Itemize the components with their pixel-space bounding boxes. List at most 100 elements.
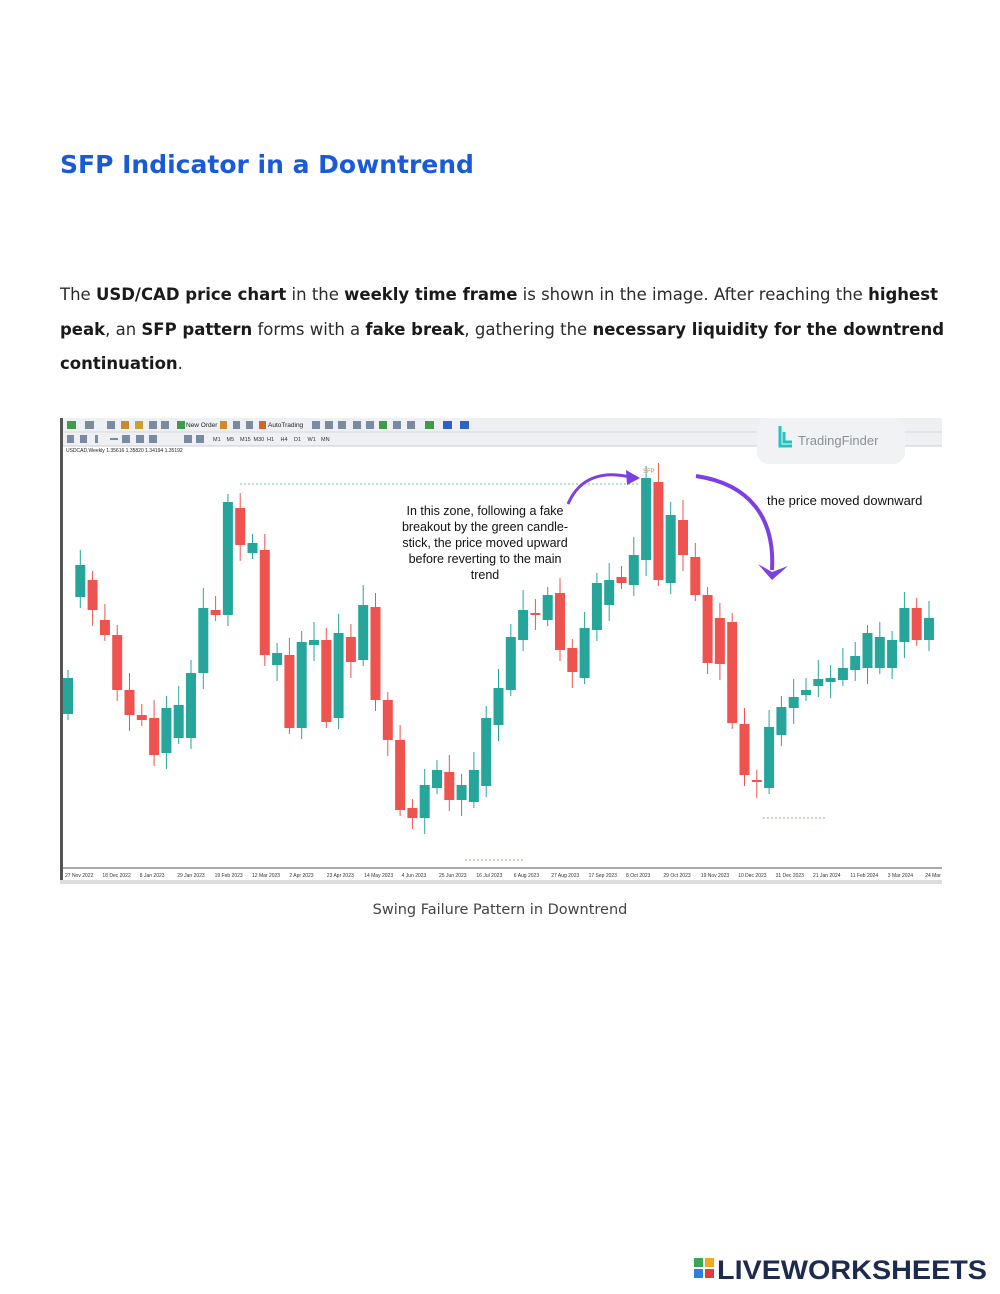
- scrollbar: [60, 880, 942, 884]
- paragraph: The USD/CAD price chart in the weekly ti…: [60, 278, 945, 382]
- candle-body: [358, 605, 369, 660]
- logo-text: LIVEWORKSHEETS: [717, 1255, 987, 1285]
- annotation-line: before reverting to the main: [409, 552, 562, 566]
- date-label: 6 Aug 2023: [514, 873, 540, 879]
- candle-body: [505, 637, 516, 690]
- logo-square: [694, 1258, 703, 1267]
- text-run: The: [60, 285, 96, 304]
- text-run: SFP pattern: [141, 319, 253, 339]
- candle-body: [173, 705, 184, 738]
- candle-body: [776, 707, 787, 735]
- text-run: necessary liquidity for the downtrend co…: [60, 319, 945, 374]
- date-label: 8 Oct 2023: [626, 873, 651, 879]
- candle-body: [345, 637, 356, 662]
- arrowhead: [758, 564, 788, 580]
- date-label: 29 Oct 2023: [663, 873, 690, 879]
- date-label: 25 Jun 2023: [439, 873, 467, 879]
- brand-icon: [778, 426, 792, 448]
- candle-body: [259, 550, 270, 655]
- date-label: 16 Jul 2023: [476, 873, 502, 879]
- candle-body: [124, 690, 135, 715]
- candle-body: [665, 515, 676, 583]
- candle-body: [370, 607, 381, 700]
- candle-body: [653, 482, 664, 580]
- text-run: USD/CAD price chart: [95, 285, 287, 304]
- candle-body: [702, 595, 713, 663]
- candles: [63, 463, 934, 834]
- text-run: in the: [286, 285, 345, 304]
- candle-body: [899, 608, 910, 642]
- candle-body: [321, 640, 332, 722]
- date-label: 21 Jan 2024: [813, 873, 841, 879]
- candle-body: [247, 543, 258, 553]
- date-label: 3 Mar 2024: [888, 873, 914, 879]
- caption: Swing Failure Pattern in Downtrend: [372, 902, 628, 918]
- heading: SFP Indicator in a Downtrend: [60, 150, 474, 179]
- candle-body: [198, 608, 209, 673]
- candle-body: [604, 580, 615, 605]
- timeframe-button: H4: [281, 437, 288, 443]
- candle-body: [825, 678, 836, 682]
- candle-body: [419, 785, 430, 818]
- date-label: 11 Feb 2024: [850, 873, 878, 879]
- candle-body: [727, 622, 738, 723]
- date-label: 10 Dec 2023: [738, 873, 767, 879]
- candle-body: [235, 508, 246, 545]
- candle-body: [309, 640, 319, 645]
- text-run: highest peak: [60, 285, 938, 339]
- date-label: 19 Nov 2023: [701, 873, 730, 879]
- toolbar-label: AutoTrading: [268, 422, 304, 429]
- candle-body: [161, 708, 172, 753]
- candle-body: [296, 642, 307, 728]
- date-label: 19 Feb 2023: [215, 873, 243, 879]
- text-run: , gathering the: [464, 319, 593, 339]
- candle-body: [395, 740, 406, 810]
- sfp-label: SFP: [643, 469, 655, 475]
- date-label: 4 Jun 2023: [402, 873, 427, 879]
- date-label: 27 Aug 2023: [551, 873, 579, 879]
- screenshot-bg: [60, 418, 942, 884]
- candle-body: [591, 583, 602, 630]
- date-label: 24 Mar 2024: [925, 873, 942, 879]
- date-label: 29 Jan 2023: [177, 873, 205, 879]
- candle-body: [911, 608, 922, 640]
- candle-body: [924, 618, 934, 640]
- candle-body: [579, 628, 590, 678]
- candle-body: [567, 648, 578, 672]
- candle-body: [813, 679, 824, 686]
- timeframe-button: W1: [308, 437, 316, 443]
- candle-body: [468, 770, 479, 802]
- annotation-line: stick, the price moved upward: [402, 536, 567, 550]
- candle-body: [518, 610, 529, 640]
- candle-body: [112, 635, 123, 690]
- timeframe-button: M1: [213, 437, 221, 443]
- candle-body: [714, 618, 725, 664]
- arrowhead: [626, 470, 640, 485]
- window-edge: [60, 418, 63, 884]
- date-label: 17 Sep 2023: [589, 873, 618, 879]
- annotation-line: trend: [471, 568, 500, 582]
- logo-square: [705, 1258, 714, 1267]
- annotation-line: breakout by the green candle-: [402, 520, 568, 534]
- brand-name: TradingFinder: [798, 433, 879, 448]
- candle-body: [444, 772, 455, 800]
- logo-square: [694, 1269, 703, 1278]
- candle-body: [887, 640, 898, 668]
- text-run: fake break: [365, 319, 465, 339]
- candle-body: [99, 620, 110, 635]
- candle-body: [850, 656, 861, 670]
- annotation: the price moved downward: [767, 493, 922, 508]
- date-label: 31 Dec 2023: [776, 873, 805, 879]
- brand-box: [757, 418, 905, 464]
- toolbar-icons: [67, 421, 469, 443]
- text-run: is shown in the image. After reaching th…: [517, 285, 869, 304]
- candle-body: [788, 697, 799, 708]
- candle-body: [628, 555, 639, 585]
- logo-square: [705, 1269, 714, 1278]
- candle-body: [542, 595, 553, 620]
- candle-body: [382, 700, 393, 740]
- candle-body: [284, 655, 295, 728]
- candle-body: [678, 520, 688, 555]
- candle-body: [481, 718, 492, 786]
